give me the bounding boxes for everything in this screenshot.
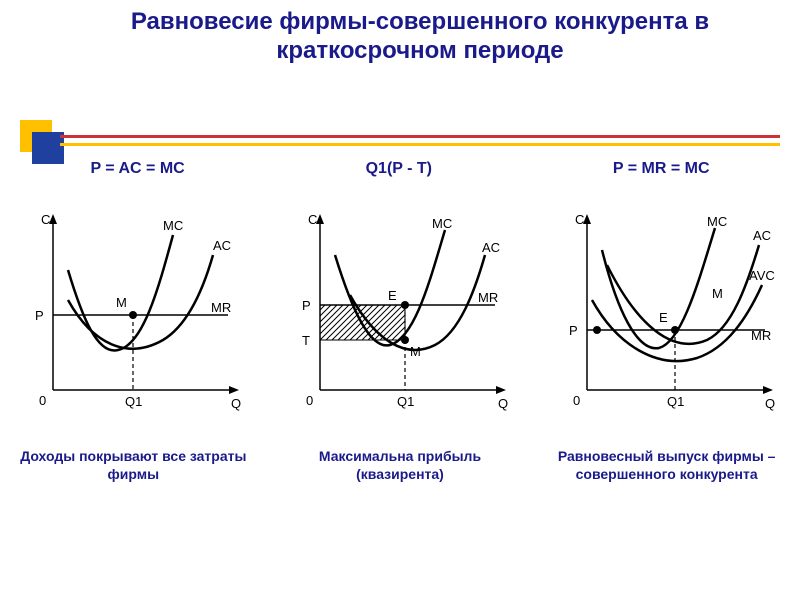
svg-text:P: P: [302, 298, 311, 313]
formula-right: P = MR = MC: [613, 160, 710, 178]
svg-text:E: E: [659, 310, 668, 325]
svg-text:0: 0: [306, 393, 313, 408]
chart-breakeven: C Q 0 MC AC MR P M Q1: [13, 200, 253, 430]
formula-left: P = AC = MC: [90, 160, 184, 178]
axis-y-label: C: [41, 212, 50, 227]
svg-text:0: 0: [573, 393, 580, 408]
svg-text:AVC: AVC: [749, 268, 775, 283]
divider: [60, 135, 780, 155]
svg-text:E: E: [388, 288, 397, 303]
svg-text:MC: MC: [707, 214, 727, 229]
svg-text:Q: Q: [765, 396, 775, 411]
svg-text:MC: MC: [432, 216, 452, 231]
chart-row: C Q 0 MC AC MR P M Q1: [0, 200, 800, 430]
svg-text:MR: MR: [478, 290, 498, 305]
caption-mid: Максимальна прибыль (квазирента): [280, 448, 520, 483]
svg-text:AC: AC: [753, 228, 771, 243]
svg-text:Q1: Q1: [667, 394, 684, 409]
axis-x-label: Q: [231, 396, 241, 411]
ac-curve: [68, 255, 213, 349]
ac-label: AC: [213, 238, 231, 253]
formula-row: P = AC = MC Q1(P - T) P = MR = MC: [0, 160, 800, 178]
formula-mid: Q1(P - T): [366, 160, 432, 178]
svg-text:C: C: [575, 212, 584, 227]
svg-text:AC: AC: [482, 240, 500, 255]
mr-label: MR: [211, 300, 231, 315]
svg-text:Q1: Q1: [397, 394, 414, 409]
svg-text:Q: Q: [498, 396, 508, 411]
p-label: P: [35, 308, 44, 323]
svg-text:C: C: [308, 212, 317, 227]
avc-curve: [592, 285, 762, 361]
chart-equilibrium: C Q 0 MC AC AVC MR P E M Q1: [547, 200, 787, 430]
svg-text:M: M: [410, 344, 421, 359]
chart-profit: C Q 0 MC AC MR P T E M Q1: [280, 200, 520, 430]
origin-label: 0: [39, 393, 46, 408]
caption-left: Доходы покрывают все затраты фирмы: [13, 448, 253, 483]
page-title: Равновесие фирмы-совершенного конкурента…: [0, 0, 800, 70]
svg-text:P: P: [569, 323, 578, 338]
svg-text:M: M: [712, 286, 723, 301]
caption-row: Доходы покрывают все затраты фирмы Макси…: [0, 448, 800, 483]
svg-text:MR: MR: [751, 328, 771, 343]
mc-curve: [68, 235, 173, 350]
svg-text:T: T: [302, 333, 310, 348]
mc-label: MC: [163, 218, 183, 233]
m-label: M: [116, 295, 127, 310]
caption-right: Равновесный выпуск фирмы – совершенного …: [547, 448, 787, 483]
q1-label: Q1: [125, 394, 142, 409]
